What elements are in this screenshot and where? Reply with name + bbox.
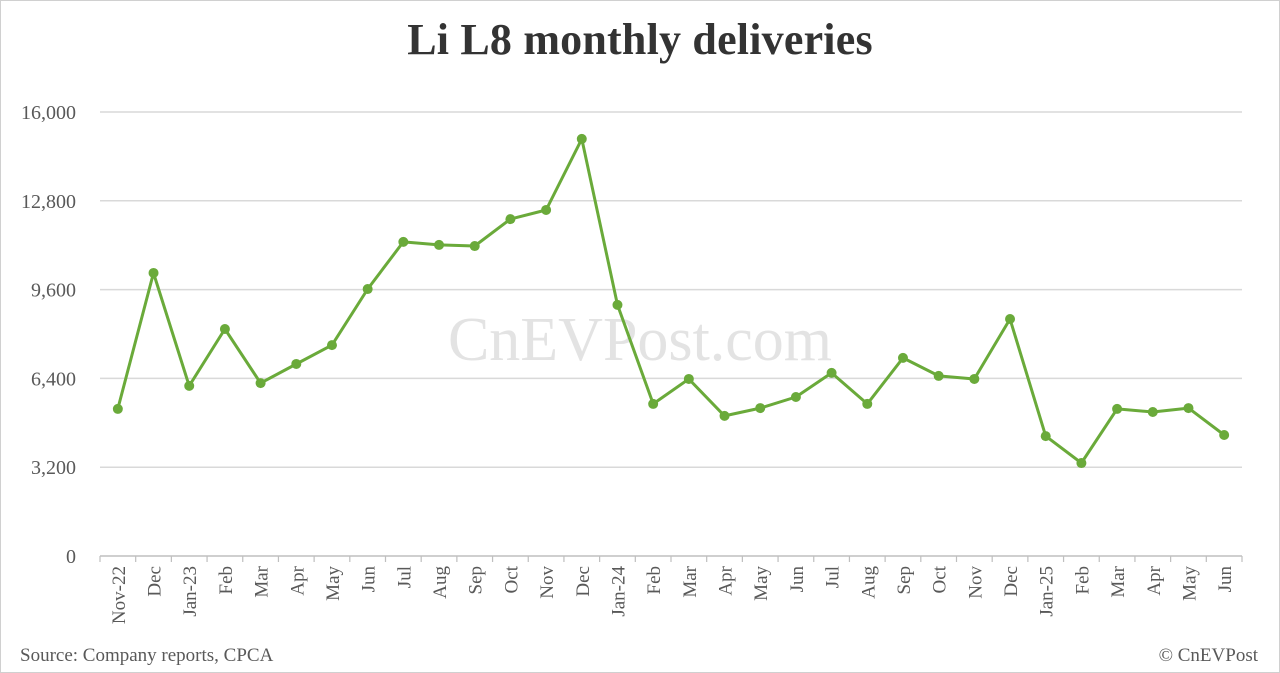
- data-point: [1219, 430, 1230, 441]
- data-point: [612, 299, 623, 310]
- x-tick-label: May: [751, 566, 772, 601]
- data-point: [1147, 406, 1158, 417]
- data-point: [897, 352, 908, 363]
- y-tick-label: 12,800: [21, 191, 76, 213]
- y-tick-label: 16,000: [21, 102, 76, 124]
- x-tick-label: Aug: [858, 566, 879, 599]
- data-point: [469, 241, 480, 252]
- series-line: [116, 137, 1226, 465]
- x-tick-label: Mar: [252, 565, 273, 597]
- data-point: [683, 373, 694, 384]
- x-tick-label: Apr: [1144, 565, 1165, 595]
- data-point: [219, 324, 230, 335]
- x-tick-label: Sep: [466, 566, 487, 595]
- y-tick-label: 6,400: [31, 368, 76, 390]
- data-point: [291, 358, 302, 369]
- data-point: [1076, 458, 1087, 469]
- x-tick-label: Jun: [359, 566, 380, 593]
- data-point: [326, 340, 337, 351]
- x-tick-label: Aug: [430, 566, 451, 599]
- data-point: [826, 367, 837, 378]
- x-axis-labels: Nov-22 Dec Jan-23 Feb Mar Apr May Jun Jul Aug Sep O…: [109, 565, 1236, 624]
- data-point: [1005, 314, 1016, 325]
- data-point: [362, 284, 373, 295]
- y-tick-label: 9,600: [31, 280, 76, 302]
- data-point: [184, 380, 195, 391]
- data-point: [755, 403, 766, 414]
- copyright-credit: © CnEVPost: [1158, 645, 1258, 666]
- data-point: [1112, 403, 1123, 414]
- data-point: [969, 373, 980, 384]
- source-note: Source: Company reports, CPCA: [20, 645, 274, 666]
- x-axis: [99, 555, 1243, 562]
- chart-title: Li L8 monthly deliveries: [407, 15, 873, 64]
- x-tick-label: Apr: [287, 565, 308, 595]
- x-tick-label: Jul: [823, 566, 844, 588]
- x-tick-label: Mar: [1108, 565, 1129, 597]
- y-axis-labels: 0 3,200 6,400 9,600 12,800 16,000: [21, 102, 76, 568]
- y-tick-label: 0: [66, 546, 76, 568]
- x-tick-label: Oct: [930, 565, 951, 593]
- x-tick-label: Mar: [680, 565, 701, 597]
- x-tick-label: Jan-23: [180, 566, 201, 617]
- data-point: [148, 267, 159, 278]
- data-point: [1040, 431, 1051, 442]
- x-tick-label: Jun: [787, 566, 808, 593]
- watermark: CnEVPost.com: [448, 306, 832, 374]
- data-point: [719, 410, 730, 421]
- data-point: [112, 403, 123, 414]
- x-tick-label: May: [1179, 566, 1200, 601]
- data-point: [505, 214, 516, 225]
- y-tick-label: 3,200: [31, 457, 76, 479]
- gridlines: [100, 111, 1242, 468]
- x-tick-label: Dec: [1001, 566, 1022, 597]
- x-tick-label: Nov-22: [109, 566, 130, 624]
- x-tick-label: Jan-24: [608, 566, 629, 617]
- x-tick-label: Jun: [1215, 566, 1236, 593]
- data-point: [576, 133, 587, 144]
- data-point: [255, 378, 266, 389]
- data-point: [1183, 403, 1194, 414]
- data-point: [862, 398, 873, 409]
- x-tick-label: May: [323, 566, 344, 601]
- x-tick-label: Apr: [716, 565, 737, 595]
- data-point: [648, 398, 659, 409]
- x-tick-label: Jan-25: [1037, 566, 1058, 617]
- x-tick-label: Jul: [394, 566, 415, 588]
- x-tick-label: Feb: [1072, 566, 1093, 595]
- x-tick-label: Nov: [537, 566, 558, 599]
- x-tick-label: Oct: [501, 565, 522, 593]
- data-point: [398, 236, 409, 247]
- data-point: [434, 239, 445, 250]
- x-tick-label: Dec: [573, 566, 594, 597]
- data-markers: [112, 133, 1230, 469]
- x-tick-label: Feb: [644, 566, 665, 595]
- x-tick-label: Nov: [965, 566, 986, 599]
- data-point: [933, 370, 944, 381]
- x-tick-label: Dec: [145, 566, 166, 597]
- x-tick-label: Sep: [894, 566, 915, 595]
- x-tick-label: Feb: [216, 566, 237, 595]
- data-point: [790, 391, 801, 402]
- data-point: [541, 204, 552, 215]
